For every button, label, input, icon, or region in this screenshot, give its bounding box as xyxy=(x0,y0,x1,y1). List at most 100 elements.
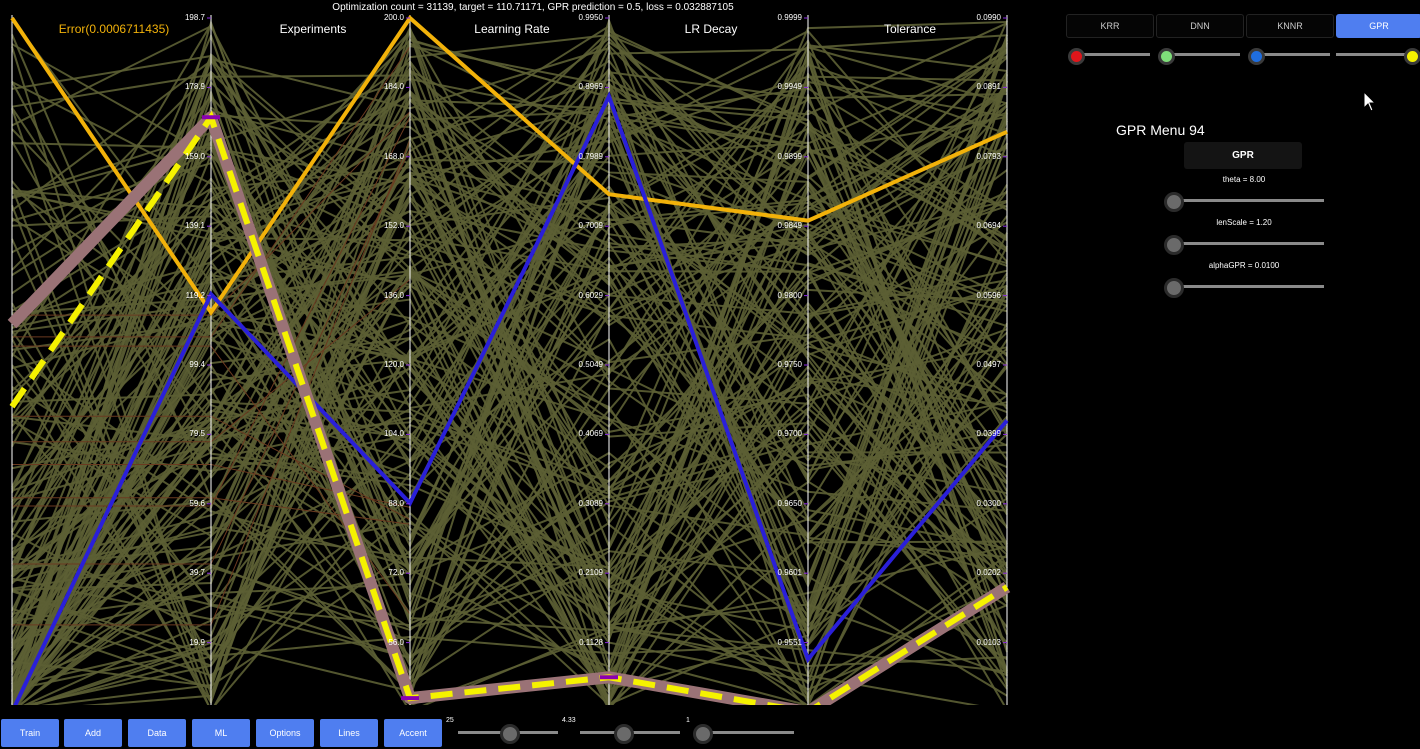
slider-2-knob[interactable] xyxy=(614,724,634,744)
background-series-line xyxy=(11,82,1008,578)
prediction-series-line xyxy=(9,110,1009,705)
dnn-model-dot[interactable] xyxy=(1158,48,1175,65)
train-button[interactable]: Train xyxy=(1,719,59,747)
add-button[interactable]: Add xyxy=(64,719,122,747)
tab-krr[interactable]: KRR xyxy=(1066,14,1154,38)
tick-label: 0.0202 xyxy=(976,568,1001,578)
slider-3-knob[interactable] xyxy=(693,724,713,744)
background-series-line xyxy=(13,201,1008,705)
accent-button[interactable]: Accent xyxy=(384,719,442,747)
background-series-line xyxy=(13,39,1008,705)
background-series-line xyxy=(11,269,1008,682)
tick-label: 0.0399 xyxy=(976,429,1001,439)
background-series-line xyxy=(11,407,1008,578)
data-button[interactable]: Data xyxy=(128,719,186,747)
tick-label: 136.0 xyxy=(383,290,404,300)
tick-label: 159.0 xyxy=(184,151,205,161)
background-series-line xyxy=(11,158,1008,442)
krr-model-dot[interactable] xyxy=(1068,48,1085,65)
tick-label: 88.0 xyxy=(388,498,404,508)
background-series-line xyxy=(11,80,1008,692)
alphagpr-slider[interactable] xyxy=(1172,285,1324,288)
background-series-line xyxy=(11,392,1008,683)
tick-label: 152.0 xyxy=(383,221,404,231)
tab-knnr[interactable]: KNNR xyxy=(1246,14,1334,38)
options-button[interactable]: Options xyxy=(256,719,314,747)
background-series-line xyxy=(11,89,1008,690)
ml-button[interactable]: ML xyxy=(192,719,250,747)
background-series-line xyxy=(11,78,1008,484)
axis-title-lr-decay: LR Decay xyxy=(684,22,738,36)
orange-series-line xyxy=(10,14,1008,316)
tick-label: 178.9 xyxy=(184,82,205,92)
alphagpr-label: alphaGPR = 0.0100 xyxy=(1208,261,1280,270)
background-series-line xyxy=(11,24,1008,492)
tick-label: 0.9551 xyxy=(777,637,802,647)
tick-label: 39.7 xyxy=(189,568,205,578)
background-series-line xyxy=(11,94,1008,625)
optimization-status: Optimization count = 31139, target = 110… xyxy=(332,2,734,13)
theta-slider-knob[interactable] xyxy=(1164,192,1184,212)
background-series-line xyxy=(14,146,1008,705)
theta-slider[interactable] xyxy=(1172,199,1324,202)
background-series-line xyxy=(16,48,1008,705)
tick-label: 0.0990 xyxy=(976,13,1001,22)
tick-label: 198.7 xyxy=(184,13,205,22)
tab-dnn[interactable]: DNN xyxy=(1156,14,1244,38)
slider-1-max: 4.33 xyxy=(562,717,576,724)
background-series-line xyxy=(11,32,1008,644)
background-series-line xyxy=(11,127,1008,667)
tab-gpr[interactable]: GPR xyxy=(1336,14,1420,38)
model-selector-row xyxy=(1066,46,1420,65)
background-series-line xyxy=(11,107,1008,650)
tick-label: 0.0497 xyxy=(976,360,1001,369)
ml-panel-overlay xyxy=(1066,0,1420,705)
tick-label: 0.7989 xyxy=(578,151,603,161)
parallel-coordinates-plot[interactable] xyxy=(0,0,1066,705)
axis-title-experiments: Experiments xyxy=(279,22,347,36)
background-series-line xyxy=(11,80,1008,691)
background-series-line xyxy=(11,71,1008,643)
tick-label: 0.9601 xyxy=(777,568,802,578)
tick-label: 168.0 xyxy=(383,151,404,161)
background-series-line xyxy=(11,59,1008,612)
background-series-line xyxy=(11,33,1008,581)
lenscale-slider-knob[interactable] xyxy=(1164,235,1184,255)
background-series-line xyxy=(12,112,1008,705)
knnr-model-dot[interactable] xyxy=(1248,48,1265,65)
gpr-button[interactable]: GPR xyxy=(1184,142,1302,169)
slider-2-max: 1 xyxy=(686,717,690,724)
background-series-line xyxy=(11,126,1008,634)
tick-label: 0.0103 xyxy=(976,637,1001,647)
tick-label: 0.3089 xyxy=(578,498,603,508)
background-series-line xyxy=(11,21,1008,610)
tick-label: 79.5 xyxy=(189,429,205,439)
tick-label: 0.9700 xyxy=(777,429,802,439)
background-series-line xyxy=(11,407,1008,629)
tick-label: 0.6029 xyxy=(578,290,603,300)
lenscale-slider[interactable] xyxy=(1172,242,1324,245)
tick-label: 0.9949 xyxy=(777,82,802,92)
tick-label: 0.1128 xyxy=(579,637,603,647)
axis-title-learning-rate: Learning Rate xyxy=(474,22,550,36)
slider-1-value: 25 xyxy=(446,717,454,724)
model-slider-track xyxy=(1170,53,1240,56)
gpr-menu-title: GPR Menu 94 xyxy=(1116,122,1205,138)
background-series-line xyxy=(11,52,1008,645)
gpr-model-dot[interactable] xyxy=(1404,48,1420,65)
tick-label: 0.9950 xyxy=(578,13,603,22)
background-series-line xyxy=(12,114,1008,705)
slider-3[interactable] xyxy=(694,731,794,734)
tick-label: 0.7009 xyxy=(578,221,603,231)
lines-button[interactable]: Lines xyxy=(320,719,378,747)
tick-label: 0.5049 xyxy=(578,360,603,369)
alphagpr-slider-knob[interactable] xyxy=(1164,278,1184,298)
background-series-line xyxy=(14,49,1008,705)
slider-1-knob[interactable] xyxy=(500,724,520,744)
background-series-line xyxy=(11,63,1008,573)
background-series-line xyxy=(11,80,1008,638)
tick-label: 139.1 xyxy=(184,221,205,231)
tick-label: 0.0300 xyxy=(976,498,1001,508)
tick-label: 0.8969 xyxy=(578,82,603,92)
axis-title-error: Error(0.0006711435) xyxy=(58,22,170,36)
